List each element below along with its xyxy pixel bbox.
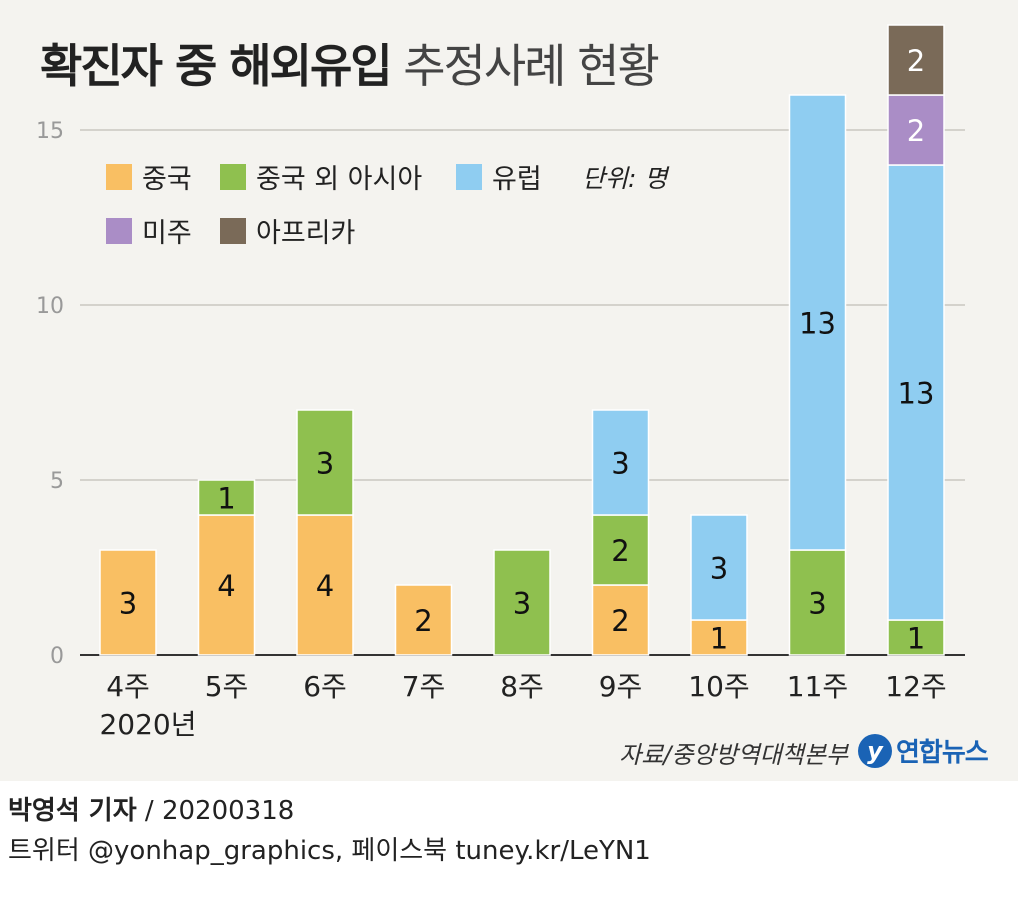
bar-segment: [296, 409, 354, 516]
y-tick-label: 15: [36, 119, 64, 144]
bar-value-label: 1: [217, 482, 235, 516]
legend-item-africa: 아프리카: [220, 211, 355, 250]
legend-item-europe: 유럽: [456, 157, 542, 196]
bar-segment: [887, 94, 945, 166]
legend-swatch-americas: [106, 217, 132, 244]
x-tick-label: 11주: [787, 670, 848, 703]
bar-segment: [394, 584, 453, 656]
bar-value-label: 3: [316, 447, 334, 481]
logo-text: 연합뉴스: [896, 738, 989, 768]
x-tick-label: 9주: [599, 670, 643, 703]
legend-label-asia: 중국 외 아시아: [256, 164, 423, 195]
bar-segment: [296, 514, 354, 656]
social-links: 트위터 @yonhap_graphics, 페이스북 tuney.kr/LeYN…: [8, 836, 651, 866]
legend-swatch-europe: [456, 163, 482, 190]
legend-swatch-asia: [220, 163, 246, 190]
bar-value-label: 2: [414, 604, 432, 638]
y-tick-label: 0: [50, 644, 64, 669]
bar-segment: [887, 619, 945, 656]
logo-mark: y: [858, 733, 892, 768]
bar-value-label: 2: [611, 604, 629, 638]
bar-value-label: 2: [611, 534, 629, 568]
source-note: 자료/중앙방역대책본부: [619, 741, 848, 769]
x-tick-label: 4주: [106, 670, 150, 703]
bar-value-label: 3: [611, 447, 629, 481]
legend-swatch-africa: [220, 217, 246, 244]
publish-date: / 20200318: [144, 796, 295, 826]
bar-value-label: 2: [907, 114, 925, 148]
reporter-name: 박영석 기자: [8, 796, 137, 826]
bar-segment: [690, 514, 748, 621]
bar-segment: [99, 549, 157, 656]
legend-label-africa: 아프리카: [256, 218, 356, 249]
legend-label-china: 중국: [142, 164, 192, 195]
yonhap-logo: y 연합뉴스: [858, 732, 989, 769]
bar-segment: [887, 24, 945, 96]
bar-value-label: 1: [710, 622, 728, 656]
chart-title: 확진자 중 해외유입 추정사례 현황: [40, 30, 660, 96]
bar-value-label: 13: [898, 377, 935, 411]
legend-item-americas: 미주: [106, 211, 192, 250]
legend-item-asia: 중국 외 아시아: [220, 157, 422, 196]
bar-segment: [197, 479, 256, 516]
bar-value-label: 3: [710, 552, 728, 586]
bar-segment: [591, 584, 650, 656]
bar-value-label: 3: [119, 587, 137, 621]
bar-segment: [788, 94, 847, 551]
legend-label-europe: 유럽: [492, 164, 542, 195]
bar-value-label: 4: [217, 569, 235, 603]
x-year-sublabel: 2020년: [99, 708, 196, 741]
byline: 박영석 기자 / 20200318: [8, 790, 294, 827]
bar-value-label: 1: [907, 622, 925, 656]
x-tick-label: 7주: [402, 670, 446, 703]
title-light: 추정사례 현황: [403, 39, 660, 93]
legend-item-china: 중국: [106, 157, 192, 196]
title-bold: 확진자 중 해외유입: [40, 39, 393, 93]
bar-value-label: 4: [316, 569, 334, 603]
bar-segment: [197, 514, 256, 656]
legend-label-americas: 미주: [142, 218, 192, 249]
bar-value-label: 2: [907, 44, 925, 78]
bar-segment: [591, 514, 650, 586]
bar-segment: [887, 164, 945, 621]
unit-label: 단위: 명: [582, 164, 668, 193]
bar-segment: [788, 549, 847, 656]
x-tick-label: 12주: [885, 670, 946, 703]
stacked-bar-chart: 05101534주415주436주27주38주2239주1310주31311주1…: [36, 24, 965, 741]
x-tick-label: 10주: [688, 670, 749, 703]
bar-value-label: 3: [513, 587, 531, 621]
bar-value-label: 3: [808, 587, 826, 621]
bar-segment: [493, 549, 551, 656]
bar-segment: [591, 409, 650, 516]
x-tick-label: 5주: [205, 670, 249, 703]
x-tick-label: 8주: [500, 670, 544, 703]
x-tick-label: 6주: [303, 670, 347, 703]
bar-value-label: 13: [799, 307, 836, 341]
y-tick-label: 10: [36, 294, 64, 319]
legend-swatch-china: [106, 163, 132, 190]
y-tick-label: 5: [50, 469, 64, 494]
